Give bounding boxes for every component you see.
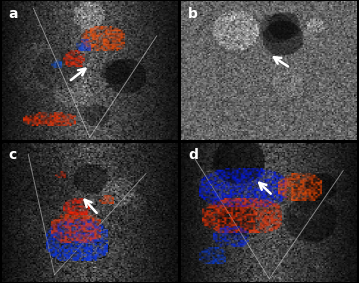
Text: a: a [9, 7, 18, 21]
Text: d: d [188, 149, 198, 162]
Text: b: b [188, 7, 198, 21]
Text: c: c [9, 149, 17, 162]
